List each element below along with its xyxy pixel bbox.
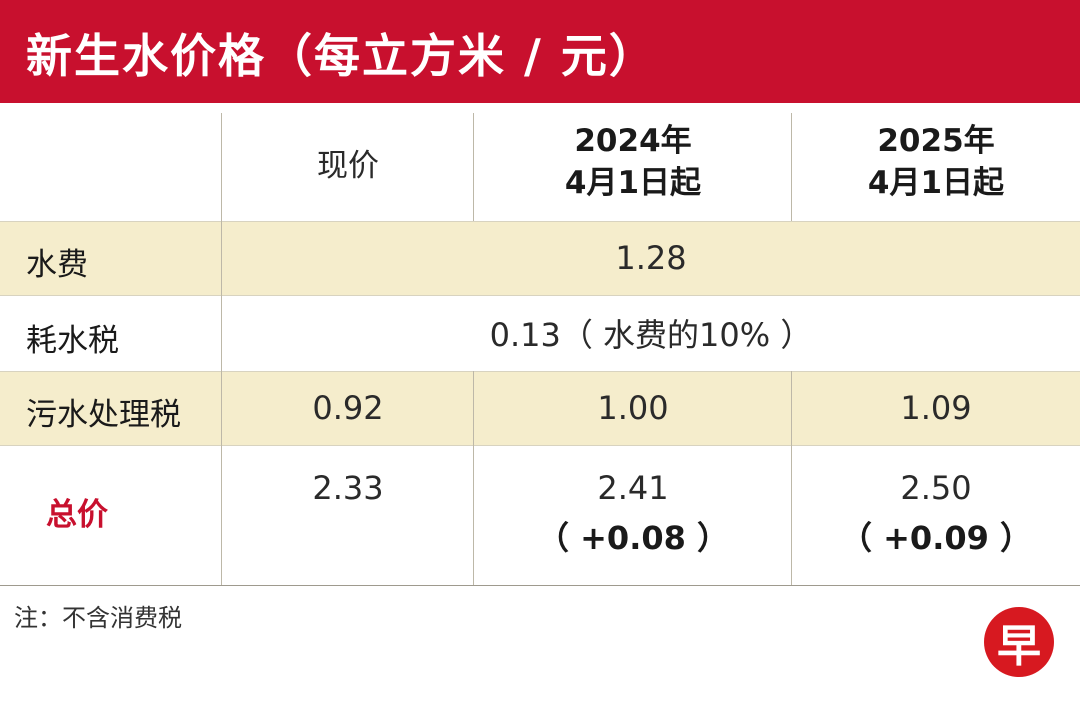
logo-glyph: 早 xyxy=(997,621,1041,672)
price-table: 现价 2024年 4月1日起 2025年 4月1日起 水费 1.28 耗水税 0… xyxy=(0,103,1080,586)
column-divider xyxy=(473,371,474,585)
header-2024: 2024年 4月1日起 xyxy=(474,103,792,221)
table-row-waterborne-tax: 污水处理税 0.92 1.00 1.09 xyxy=(0,371,1080,445)
row-label-total: 总价 xyxy=(46,497,108,533)
cell-conservation-tax: 0.13（ 水费的10% ） xyxy=(222,295,1080,371)
total-2024-value: 2.41 xyxy=(597,469,669,507)
cell-total-current: 2.33 xyxy=(222,469,474,507)
column-divider xyxy=(473,113,474,221)
column-divider xyxy=(791,113,792,221)
header-current-label: 现价 xyxy=(317,147,379,184)
table-row-water-fee: 水费 1.28 xyxy=(0,221,1080,295)
row-label-water-fee: 水费 xyxy=(26,247,88,283)
header-2024-year: 2024年 xyxy=(574,123,692,159)
total-2025-value: 2.50 xyxy=(900,469,972,507)
waterborne-current-value: 0.92 xyxy=(312,389,384,427)
page-title: 新生水价格（每立方米 / 元） xyxy=(26,29,657,83)
header-2025: 2025年 4月1日起 xyxy=(792,103,1080,221)
table-row-total: 总价 2.33 2.41 （ +0.08 ） 2.50 （ +0.09 ） xyxy=(0,445,1080,586)
waterborne-2025-value: 1.09 xyxy=(900,389,972,427)
header-2024-date: 4月1日起 xyxy=(564,165,702,201)
cell-waterborne-current: 0.92 xyxy=(222,371,474,445)
row-label-waterborne-tax: 污水处理税 xyxy=(26,397,181,433)
column-divider xyxy=(221,113,222,585)
total-current-value: 2.33 xyxy=(312,469,384,507)
cell-waterborne-2025: 1.09 xyxy=(792,371,1080,445)
divider xyxy=(0,585,1080,586)
header-current: 现价 xyxy=(222,103,474,221)
cell-waterborne-2024: 1.00 xyxy=(474,371,792,445)
header-2025-date: 4月1日起 xyxy=(867,165,1005,201)
total-2025-change: （ +0.09 ） xyxy=(839,519,1033,557)
divider xyxy=(0,221,1080,222)
cell-total-2025: 2.50 （ +0.09 ） xyxy=(792,469,1080,559)
table-row-conservation-tax: 耗水税 0.13（ 水费的10% ） xyxy=(0,295,1080,371)
divider xyxy=(0,295,1080,296)
total-2024-change: （ +0.08 ） xyxy=(536,519,730,557)
row-label-conservation-tax: 耗水税 xyxy=(26,323,119,359)
cell-water-fee: 1.28 xyxy=(222,221,1080,295)
zaobao-logo: 早 xyxy=(984,607,1054,677)
divider xyxy=(0,371,1080,372)
cell-total-2024: 2.41 （ +0.08 ） xyxy=(474,469,792,559)
water-fee-value: 1.28 xyxy=(615,239,687,277)
footnote: 注：不含消费税 xyxy=(14,604,182,632)
table-header-row: 现价 2024年 4月1日起 2025年 4月1日起 xyxy=(0,103,1080,221)
column-divider xyxy=(791,371,792,585)
waterborne-2024-value: 1.00 xyxy=(597,389,669,427)
divider xyxy=(0,445,1080,446)
title-banner: 新生水价格（每立方米 / 元） xyxy=(0,0,1080,103)
header-2025-year: 2025年 xyxy=(877,123,995,159)
conservation-tax-value: 0.13（ 水费的10% ） xyxy=(489,316,813,354)
